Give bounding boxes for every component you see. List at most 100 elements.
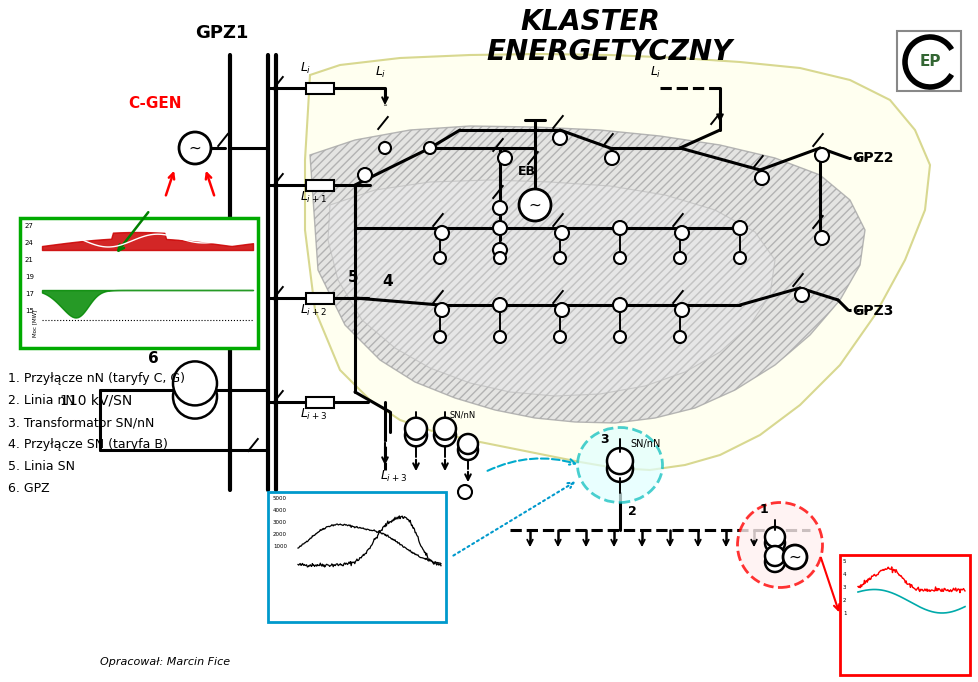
Circle shape (493, 243, 507, 257)
Circle shape (458, 434, 477, 454)
FancyBboxPatch shape (268, 492, 446, 622)
Text: 17: 17 (25, 291, 34, 297)
Circle shape (782, 545, 806, 569)
Circle shape (553, 131, 566, 145)
Circle shape (378, 142, 390, 154)
Text: KLASTER: KLASTER (519, 8, 659, 36)
Circle shape (733, 221, 746, 235)
Text: EP: EP (918, 55, 940, 70)
Text: $L_{i+2}$: $L_{i+2}$ (299, 303, 327, 318)
Text: 2. Linia nN: 2. Linia nN (8, 394, 74, 407)
Circle shape (673, 331, 686, 343)
Text: $L_{i+1}$: $L_{i+1}$ (299, 190, 327, 205)
Circle shape (433, 252, 446, 264)
Circle shape (433, 424, 456, 446)
FancyBboxPatch shape (839, 555, 969, 675)
Circle shape (434, 226, 449, 240)
Circle shape (606, 456, 633, 482)
Text: 3. Transformator SN/nN: 3. Transformator SN/nN (8, 416, 155, 429)
Bar (306, 179, 333, 190)
Bar (306, 293, 333, 303)
Circle shape (434, 303, 449, 317)
Text: $L_{i+3}$: $L_{i+3}$ (379, 469, 407, 484)
Circle shape (814, 231, 828, 245)
Circle shape (554, 252, 565, 264)
Circle shape (754, 171, 768, 185)
Text: 3: 3 (600, 433, 608, 446)
Text: ~: ~ (788, 550, 801, 565)
Polygon shape (305, 54, 929, 470)
Text: 2: 2 (842, 598, 846, 603)
Circle shape (764, 533, 784, 553)
Circle shape (433, 331, 446, 343)
Circle shape (493, 298, 507, 312)
Text: 21: 21 (25, 257, 34, 263)
Text: 4: 4 (842, 572, 846, 577)
Circle shape (494, 331, 506, 343)
Ellipse shape (577, 428, 662, 503)
Circle shape (498, 151, 511, 165)
Circle shape (604, 151, 618, 165)
Text: 6. GPZ: 6. GPZ (8, 482, 50, 495)
Circle shape (493, 201, 507, 215)
Circle shape (433, 417, 456, 440)
FancyBboxPatch shape (20, 218, 258, 348)
Circle shape (764, 546, 784, 566)
FancyBboxPatch shape (896, 31, 960, 91)
Text: Moc [MW]: Moc [MW] (32, 310, 37, 337)
Circle shape (423, 142, 435, 154)
Text: 4. Przyłącze SN (taryfa B): 4. Przyłącze SN (taryfa B) (8, 438, 167, 451)
Circle shape (613, 252, 625, 264)
Text: 3: 3 (842, 585, 846, 590)
Circle shape (173, 374, 217, 419)
Polygon shape (310, 126, 865, 423)
Text: C-GEN: C-GEN (128, 96, 181, 111)
Circle shape (405, 424, 426, 446)
Text: GPZ1: GPZ1 (195, 24, 248, 42)
Text: 1: 1 (759, 503, 768, 516)
Text: 6: 6 (148, 351, 158, 366)
Text: ~: ~ (528, 198, 541, 213)
Text: GPZ2: GPZ2 (851, 151, 893, 165)
Circle shape (612, 298, 626, 312)
Circle shape (764, 527, 784, 547)
Circle shape (358, 168, 372, 182)
Circle shape (173, 361, 217, 405)
Text: 4: 4 (381, 274, 392, 289)
Text: 110 kV/SN: 110 kV/SN (60, 394, 132, 408)
Text: 24: 24 (25, 240, 33, 246)
Text: ENERGETYCZNY: ENERGETYCZNY (486, 38, 733, 66)
Text: 2: 2 (627, 505, 636, 518)
Text: 5: 5 (842, 559, 846, 564)
Text: 4000: 4000 (273, 508, 287, 513)
Circle shape (555, 303, 568, 317)
Text: ~: ~ (189, 140, 201, 155)
Circle shape (458, 485, 471, 499)
Circle shape (734, 252, 745, 264)
Circle shape (555, 226, 568, 240)
Circle shape (814, 148, 828, 162)
Text: 5. Linia SN: 5. Linia SN (8, 460, 75, 473)
Text: 27: 27 (25, 223, 34, 229)
Bar (306, 83, 333, 93)
Text: SN/nN: SN/nN (450, 410, 475, 419)
Circle shape (179, 132, 211, 164)
Text: SN/nN: SN/nN (630, 439, 660, 449)
Text: GPZ3: GPZ3 (851, 304, 893, 318)
Text: 1. Przyłącze nN (taryfy C, G): 1. Przyłącze nN (taryfy C, G) (8, 372, 185, 385)
Text: Opracował: Marcin Fice: Opracował: Marcin Fice (100, 657, 230, 667)
Text: $L_i$: $L_i$ (649, 65, 661, 80)
Circle shape (405, 417, 426, 440)
Circle shape (493, 221, 507, 235)
Text: $L_i$: $L_i$ (375, 65, 386, 80)
Bar (306, 396, 333, 408)
Text: $L_{i+3}$: $L_{i+3}$ (299, 407, 327, 422)
Circle shape (764, 552, 784, 572)
Circle shape (494, 252, 506, 264)
Text: $L_i$: $L_i$ (299, 61, 311, 76)
Ellipse shape (736, 503, 822, 587)
Circle shape (518, 189, 551, 221)
Circle shape (458, 440, 477, 460)
Circle shape (674, 226, 689, 240)
Circle shape (554, 331, 565, 343)
